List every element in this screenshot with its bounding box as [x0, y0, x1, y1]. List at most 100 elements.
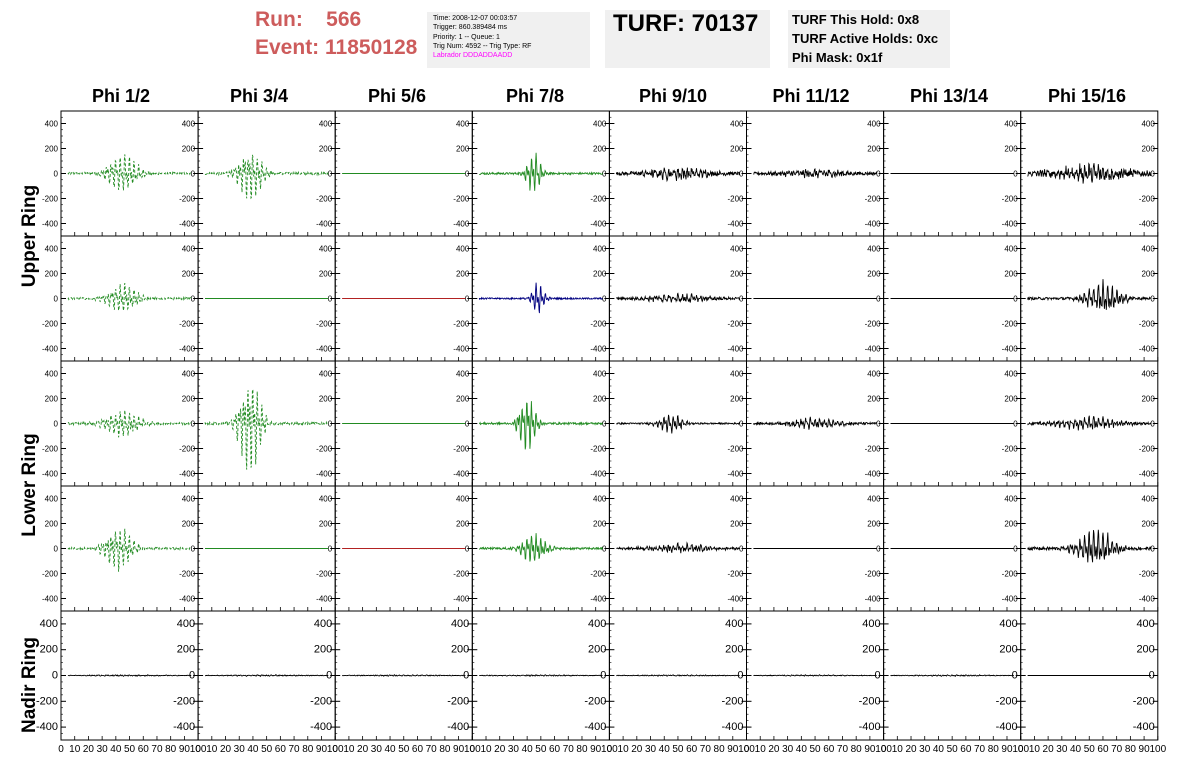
ytick-label-r1-c5: -400 — [865, 345, 882, 354]
ytick-label-r3-c4: 200 — [730, 520, 744, 529]
ytick-label-r1-c0: -400 — [179, 345, 196, 354]
ytick-label-r0-c3: -200 — [590, 195, 607, 204]
ytick-label-r1-c6: 200 — [1004, 270, 1018, 279]
turf-text: TURF: 70137 — [613, 10, 759, 37]
ytick-label-r2-c6: 0 — [1013, 420, 1018, 429]
xtick-label-c4: 0 — [607, 744, 613, 755]
ytick-label-r1-c6: -200 — [1002, 320, 1019, 329]
xtick-label-c7: 30 — [1056, 744, 1068, 755]
ytick-label-r2-c0: 400 — [182, 370, 196, 379]
turf-box: TURF: 70137 — [605, 10, 770, 68]
ytick-label-r3-c5: 400 — [867, 495, 881, 504]
ytick-label-r3-c3: 200 — [593, 520, 607, 529]
ytick-label-r2-c4: -400 — [727, 470, 744, 479]
ytick-label-r0-c0: -400 — [179, 220, 196, 229]
ytick-label-r1-c4: -400 — [727, 345, 744, 354]
xtick-label-c7: 60 — [1097, 744, 1109, 755]
ytick-label-r2-c3: 400 — [593, 370, 607, 379]
xtick-label-c2: 20 — [357, 744, 369, 755]
ytick-label-r3-c5: -200 — [865, 570, 882, 579]
waveform-r4-c3 — [479, 674, 603, 677]
waveform-r4-c6 — [890, 674, 1015, 678]
ytick-label-r2-c0: 0 — [191, 420, 196, 429]
ytick-label-r3-c1: 400 — [319, 495, 333, 504]
ytick-label-outer-r3: 200 — [45, 520, 59, 529]
ytick-label-r3-c2: 200 — [456, 520, 470, 529]
xtick-label-c0: 60 — [138, 744, 150, 755]
waveform-r1-c3 — [478, 282, 603, 314]
xtick-label-c6: 0 — [881, 744, 887, 755]
xtick-label-c7: 80 — [1125, 744, 1137, 755]
ytick-label-outer-r4: -400 — [36, 721, 58, 733]
ytick-label-r0-c4: 200 — [730, 145, 744, 154]
waveform-r0-c7 — [1027, 162, 1152, 184]
ytick-label-r3-c4: 0 — [739, 545, 744, 554]
xtick-label-c2: 40 — [384, 744, 396, 755]
xtick-label-c5: 100 — [875, 744, 892, 755]
ytick-label-r2-c7: -200 — [1139, 445, 1156, 454]
xtick-label-c3: 0 — [470, 744, 476, 755]
ytick-label-r2-c5: 400 — [867, 370, 881, 379]
ytick-label-r4-c2: -400 — [447, 721, 469, 733]
ytick-label-outer-r0: 0 — [54, 170, 59, 179]
ytick-label-r0-c7: -400 — [1139, 220, 1156, 229]
ytick-label-r0-c3: 0 — [602, 170, 607, 179]
ytick-label-r1-c0: 0 — [191, 295, 196, 304]
ytick-label-r2-c5: 200 — [867, 395, 881, 404]
ytick-label-r0-c0: 400 — [182, 120, 196, 129]
xtick-label-c0: 20 — [83, 744, 95, 755]
waveform-r2-c1 — [204, 388, 329, 470]
xtick-label-c5: 0 — [744, 744, 750, 755]
ytick-label-r3-c4: 400 — [730, 495, 744, 504]
ytick-label-r0-c2: -400 — [453, 220, 470, 229]
xtick-label-c3: 30 — [508, 744, 520, 755]
xtick-label-c7: 40 — [1070, 744, 1082, 755]
xtick-label-c2: 90 — [453, 744, 465, 755]
ytick-label-r4-c3: 200 — [588, 644, 606, 656]
ytick-label-r4-c0: -400 — [173, 721, 195, 733]
ytick-label-r0-c0: 200 — [182, 145, 196, 154]
xtick-label-c4: 90 — [727, 744, 739, 755]
col-header-5: Phi 9/10 — [638, 86, 708, 106]
ytick-label-outer-r2: 400 — [45, 370, 59, 379]
xtick-label-c5: 70 — [837, 744, 849, 755]
ytick-label-r3-c5: 200 — [867, 520, 881, 529]
labrador-text: Labrador DDDADDAADD — [433, 52, 513, 60]
xtick-label-c6: 60 — [960, 744, 972, 755]
ytick-label-r1-c7: -400 — [1139, 345, 1156, 354]
ytick-label-r0-c6: 400 — [1004, 120, 1018, 129]
xtick-label-c5: 50 — [809, 744, 821, 755]
xtick-label-c7: 100 — [1149, 744, 1166, 755]
xtick-label-c7: 90 — [1139, 744, 1151, 755]
xtick-label-c6: 70 — [974, 744, 986, 755]
waveform-r4-c2 — [342, 674, 466, 677]
ytick-label-r1-c6: -400 — [1002, 345, 1019, 354]
ytick-label-r1-c0: 200 — [182, 270, 196, 279]
ytick-label-r2-c3: 200 — [593, 395, 607, 404]
ytick-label-r0-c3: 200 — [593, 145, 607, 154]
xtick-label-c3: 70 — [563, 744, 575, 755]
ytick-label-outer-r3: 400 — [45, 495, 59, 504]
ytick-label-r1-c1: 0 — [328, 295, 333, 304]
xtick-label-c0: 40 — [110, 744, 122, 755]
xtick-label-c4: 80 — [714, 744, 726, 755]
ytick-label-r3-c2: -200 — [453, 570, 470, 579]
ytick-label-r4-c6: -200 — [996, 695, 1018, 707]
xtick-label-c6: 30 — [919, 744, 931, 755]
ytick-label-r0-c4: 400 — [730, 120, 744, 129]
ytick-label-r0-c6: 200 — [1004, 145, 1018, 154]
turf-hold-text: TURF This Hold: 0x8 — [792, 12, 920, 27]
ytick-label-r4-c3: 0 — [600, 670, 606, 682]
col-header-8: Phi 15/16 — [1047, 86, 1127, 106]
xtick-label-c3: 100 — [601, 744, 618, 755]
ytick-label-r0-c3: 400 — [593, 120, 607, 129]
waveform-r1-c7 — [1027, 279, 1152, 310]
ytick-label-r2-c1: 0 — [328, 420, 333, 429]
ytick-label-r1-c5: 400 — [867, 245, 881, 254]
xtick-label-c3: 80 — [576, 744, 588, 755]
ytick-label-r0-c6: -200 — [1002, 195, 1019, 204]
ytick-label-outer-r1: -200 — [42, 320, 59, 329]
ytick-label-r2-c5: 0 — [876, 420, 881, 429]
ytick-label-r2-c6: -200 — [1002, 445, 1019, 454]
xtick-label-c6: 90 — [1001, 744, 1013, 755]
